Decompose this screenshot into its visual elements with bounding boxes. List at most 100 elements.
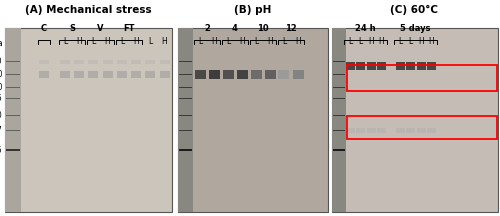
Bar bbox=[5, 28, 21, 212]
Bar bbox=[396, 128, 404, 133]
Bar bbox=[366, 62, 376, 70]
Bar bbox=[102, 60, 113, 64]
Text: 50: 50 bbox=[0, 111, 2, 120]
Text: S: S bbox=[69, 24, 75, 33]
Text: 75: 75 bbox=[0, 94, 2, 103]
Bar bbox=[264, 70, 276, 79]
Bar bbox=[416, 62, 426, 70]
Bar bbox=[332, 149, 344, 151]
Bar bbox=[5, 28, 172, 212]
Bar bbox=[208, 70, 220, 79]
Text: L: L bbox=[198, 37, 202, 46]
Text: L: L bbox=[358, 37, 362, 46]
Bar bbox=[178, 28, 328, 212]
Text: (C) 60°C: (C) 60°C bbox=[390, 5, 438, 15]
Text: H: H bbox=[378, 37, 384, 46]
Text: 12: 12 bbox=[285, 24, 297, 33]
Text: H: H bbox=[211, 37, 217, 46]
Text: 24 h: 24 h bbox=[355, 24, 376, 33]
Bar bbox=[88, 71, 98, 78]
Bar bbox=[160, 60, 170, 64]
Text: 10: 10 bbox=[257, 24, 269, 33]
Bar bbox=[145, 60, 155, 64]
Bar bbox=[145, 71, 155, 78]
Text: L: L bbox=[398, 37, 402, 46]
Bar bbox=[178, 74, 192, 75]
Bar bbox=[236, 70, 248, 79]
Bar bbox=[346, 128, 354, 133]
Bar bbox=[88, 60, 98, 64]
Bar bbox=[406, 128, 414, 133]
Bar bbox=[292, 70, 304, 79]
Text: 250: 250 bbox=[0, 57, 2, 66]
Text: 25: 25 bbox=[0, 146, 2, 155]
Bar bbox=[332, 28, 345, 212]
Text: V: V bbox=[97, 24, 103, 33]
Text: 2: 2 bbox=[204, 24, 210, 33]
Text: H: H bbox=[133, 37, 139, 46]
Text: L: L bbox=[348, 37, 352, 46]
Bar bbox=[278, 70, 289, 79]
Text: kDa: kDa bbox=[0, 39, 2, 48]
Bar bbox=[60, 71, 70, 78]
Text: H: H bbox=[368, 37, 374, 46]
Bar bbox=[194, 70, 205, 79]
Bar bbox=[178, 87, 192, 88]
Text: H: H bbox=[104, 37, 110, 46]
Text: 37: 37 bbox=[0, 126, 2, 135]
Text: 4: 4 bbox=[232, 24, 238, 33]
Bar bbox=[178, 61, 192, 62]
Bar bbox=[366, 128, 376, 133]
Bar bbox=[332, 98, 344, 99]
Text: L: L bbox=[408, 37, 412, 46]
Bar bbox=[131, 71, 141, 78]
Bar bbox=[74, 60, 84, 64]
Bar bbox=[6, 74, 20, 75]
Bar bbox=[178, 130, 192, 131]
Text: H: H bbox=[418, 37, 424, 46]
Bar bbox=[6, 61, 20, 62]
Bar bbox=[332, 28, 498, 212]
Text: C: C bbox=[41, 24, 47, 33]
Bar bbox=[346, 116, 496, 139]
Bar bbox=[406, 62, 414, 70]
Bar bbox=[332, 74, 344, 75]
Bar bbox=[222, 70, 234, 79]
Text: L: L bbox=[226, 37, 230, 46]
Bar bbox=[346, 62, 354, 70]
Bar bbox=[416, 128, 426, 133]
Text: (B) pH: (B) pH bbox=[234, 5, 271, 15]
Bar bbox=[102, 71, 113, 78]
Text: L: L bbox=[148, 37, 152, 46]
Bar bbox=[178, 115, 192, 116]
Text: H: H bbox=[162, 37, 168, 46]
Bar bbox=[426, 128, 436, 133]
Bar bbox=[356, 128, 364, 133]
Bar bbox=[160, 71, 170, 78]
Bar bbox=[332, 115, 344, 116]
Bar bbox=[6, 87, 20, 88]
Bar bbox=[426, 62, 436, 70]
Text: 5 days: 5 days bbox=[400, 24, 431, 33]
Bar bbox=[356, 62, 364, 70]
Bar bbox=[332, 130, 344, 131]
Bar bbox=[39, 60, 49, 64]
Text: L: L bbox=[120, 37, 124, 46]
Text: L: L bbox=[254, 37, 258, 46]
Bar bbox=[6, 115, 20, 116]
Text: H: H bbox=[267, 37, 273, 46]
Text: L: L bbox=[91, 37, 95, 46]
Bar bbox=[117, 60, 127, 64]
Text: H: H bbox=[76, 37, 82, 46]
Bar bbox=[332, 87, 344, 88]
Text: H: H bbox=[295, 37, 301, 46]
Bar bbox=[178, 98, 192, 99]
Bar bbox=[131, 60, 141, 64]
Bar bbox=[6, 130, 20, 131]
Bar bbox=[250, 70, 262, 79]
Bar bbox=[332, 61, 344, 62]
Bar bbox=[6, 149, 20, 151]
Text: (A) Mechanical stress: (A) Mechanical stress bbox=[26, 5, 152, 15]
Bar bbox=[60, 60, 70, 64]
Text: L: L bbox=[282, 37, 286, 46]
